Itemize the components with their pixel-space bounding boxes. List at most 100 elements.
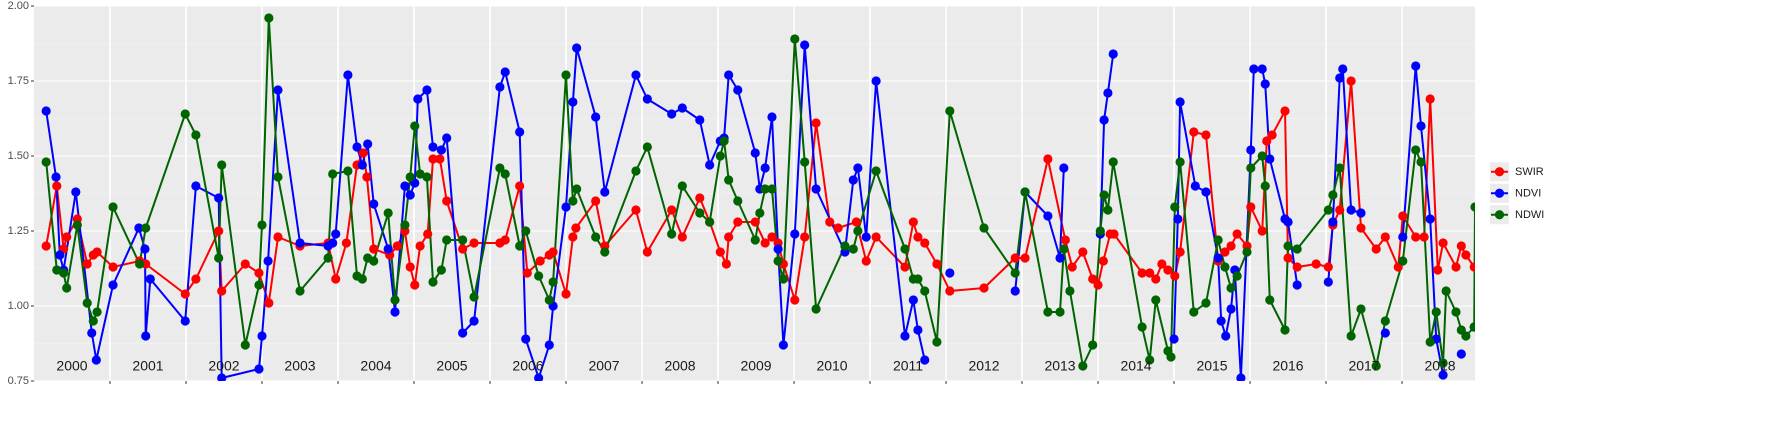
data-point [422,85,432,95]
data-point [1323,205,1333,215]
data-point [363,139,373,149]
legend-label: NDVI [1515,188,1541,200]
data-point [1093,280,1103,290]
data-point [724,232,734,242]
data-point [1335,205,1345,215]
data-point [240,340,250,350]
data-point [861,256,871,266]
data-point [469,316,479,326]
data-point [295,238,305,248]
data-point [548,277,558,287]
data-point [1108,49,1118,59]
data-point [705,160,715,170]
data-point [1189,307,1199,317]
data-point [724,70,734,80]
year-label: 2007 [588,358,619,374]
year-label: 2008 [664,358,695,374]
data-point [1411,232,1421,242]
data-point [1438,238,1448,248]
year-label: 2009 [740,358,771,374]
data-point [1328,190,1338,200]
plot-area [41,13,1475,381]
data-point [254,280,264,290]
data-point [1335,163,1345,173]
data-point [1103,88,1113,98]
data-point [1292,244,1302,254]
data-point [1010,286,1020,296]
data-point [458,328,468,338]
y-tick-label: 1.25 [8,225,29,237]
data-point [1020,253,1030,263]
data-point [1431,307,1441,317]
data-point [1043,307,1053,317]
data-point [495,163,505,173]
data-point [1461,250,1471,260]
data-point [500,67,510,77]
data-point [1246,202,1256,212]
data-point [62,232,72,242]
data-point [422,172,432,182]
data-point [1226,283,1236,293]
data-point [767,232,777,242]
data-point [1323,262,1333,272]
data-point [214,226,224,236]
data-point [1438,358,1448,368]
data-point [1328,217,1338,227]
data-point [800,232,810,242]
data-point [51,172,61,182]
data-point [369,199,379,209]
data-point [522,268,532,278]
data-point [920,355,930,365]
data-point [264,13,274,23]
data-point [1095,226,1105,236]
data-point [1265,295,1275,305]
year-label: 2016 [1272,358,1303,374]
data-point [92,247,102,257]
data-point [724,175,734,185]
data-point [1088,340,1098,350]
data-point [191,130,201,140]
data-point [62,283,72,293]
data-point [1257,226,1267,236]
data-point [458,235,468,245]
data-point [1103,205,1113,215]
data-point [591,196,601,206]
data-point [677,181,687,191]
data-point [1280,106,1290,116]
data-point [811,184,821,194]
data-point [435,154,445,164]
data-point [1060,235,1070,245]
data-point [535,256,545,266]
data-point [932,259,942,269]
data-point [1221,331,1231,341]
data-point [264,298,274,308]
data-point [1380,316,1390,326]
year-label: 2001 [132,358,163,374]
data-point [760,184,770,194]
data-point [1173,214,1183,224]
data-point [600,247,610,257]
data-point [750,148,760,158]
data-point [1151,274,1161,284]
data-point [600,187,610,197]
data-point [1451,262,1461,272]
year-label: 2004 [360,358,391,374]
data-point [1201,298,1211,308]
year-label: 2015 [1196,358,1227,374]
data-point [561,289,571,299]
data-point [1398,256,1408,266]
data-point [1283,217,1293,227]
data-point [1456,349,1466,359]
data-point [1260,79,1270,89]
data-point [72,220,82,230]
data-point [1213,253,1223,263]
data-point [695,193,705,203]
data-point [1242,247,1252,257]
data-point [469,238,479,248]
year-label: 2005 [436,358,467,374]
data-point [1257,64,1267,74]
data-point [733,217,743,227]
y-tick-label: 1.50 [8,150,29,162]
data-point [1055,307,1065,317]
